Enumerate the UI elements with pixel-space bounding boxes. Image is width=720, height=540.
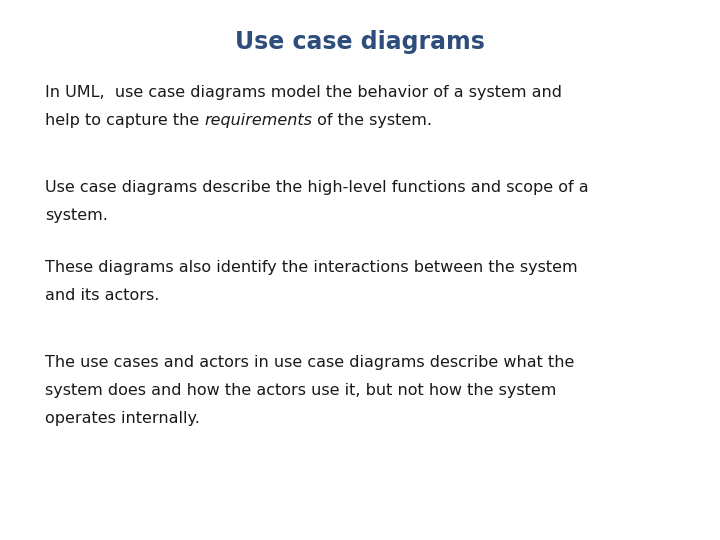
Text: The use cases and actors in use case diagrams describe what the: The use cases and actors in use case dia… (45, 355, 575, 370)
Text: operates internally.: operates internally. (45, 411, 200, 426)
Text: of the system.: of the system. (312, 113, 433, 128)
Text: help to capture the: help to capture the (45, 113, 204, 128)
Text: These diagrams also identify the interactions between the system: These diagrams also identify the interac… (45, 260, 577, 275)
Text: Use case diagrams: Use case diagrams (235, 30, 485, 54)
Text: system does and how the actors use it, but not how the system: system does and how the actors use it, b… (45, 383, 557, 398)
Text: In UML,  use case diagrams model the behavior of a system and: In UML, use case diagrams model the beha… (45, 85, 562, 100)
Text: system.: system. (45, 208, 108, 223)
Text: requirements: requirements (204, 113, 312, 128)
Text: and its actors.: and its actors. (45, 288, 159, 303)
Text: Use case diagrams describe the high-level functions and scope of a: Use case diagrams describe the high-leve… (45, 180, 589, 195)
